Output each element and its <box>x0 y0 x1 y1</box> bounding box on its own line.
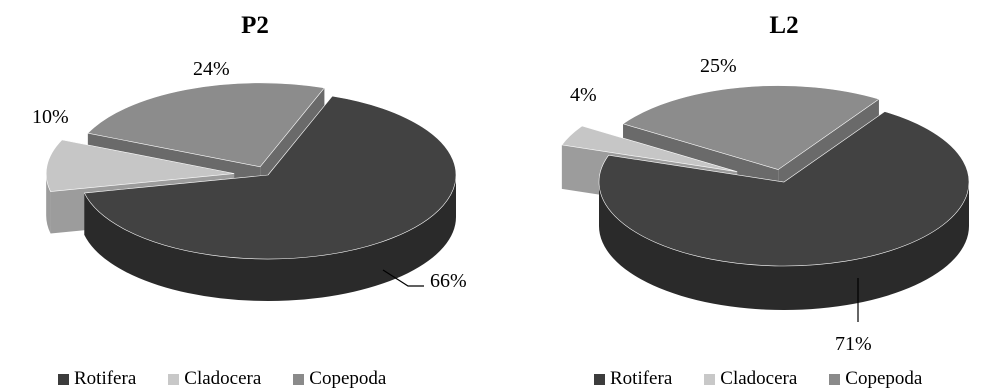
slice-cladocera <box>45 139 235 192</box>
slice-copepoda <box>622 85 880 170</box>
legend-label-cladocera: Cladocera <box>720 368 798 389</box>
data-label-copepoda: 24% <box>193 58 230 80</box>
legend-item-rotifera: Rotifera <box>58 368 136 390</box>
legend-swatch-copepoda <box>829 373 841 385</box>
data-label-cladocera: 4% <box>570 84 597 106</box>
legend-swatch-cladocera <box>704 373 716 385</box>
slice-cladocera <box>561 125 738 173</box>
pie-chart-l2: 71% 4% 25% <box>561 55 970 355</box>
legend-swatch-cladocera <box>168 373 180 385</box>
data-label-rotifera: 66% <box>430 270 467 292</box>
legend-label-copepoda: Copepoda <box>309 368 387 389</box>
slice-side-rotifera <box>84 175 456 301</box>
legend-label-rotifera: Rotifera <box>610 368 673 389</box>
slice-side-rotifera <box>599 182 969 310</box>
data-label-copepoda: 25% <box>700 55 737 77</box>
slice-rotifera <box>598 111 970 267</box>
chart-title-l2: L2 <box>769 12 799 39</box>
data-label-cladocera: 10% <box>32 106 69 128</box>
legend-swatch-copepoda <box>293 373 305 385</box>
data-label-rotifera: 71% <box>835 333 872 355</box>
legend-item-copepoda: Copepoda <box>293 368 386 390</box>
chart-l2: L2 71% 4% 25% Rotifera Cladocera Copepoda <box>522 0 1002 391</box>
chart-p2: P2 66% 10% 24% Rotifera Cladocera Copepoda <box>0 0 480 391</box>
slice-side-cladocera <box>46 173 51 234</box>
pie-chart-p2: 66% 10% 24% <box>32 58 467 301</box>
slice-rotifera <box>83 95 457 260</box>
legend-item-copepoda: Copepoda <box>829 368 922 390</box>
legend-swatch-rotifera <box>58 373 69 385</box>
legend-item-rotifera: Rotifera <box>594 368 672 390</box>
legend-p2: Rotifera Cladocera Copepoda <box>58 367 386 391</box>
chart-title-p2: P2 <box>241 12 269 39</box>
legend-item-cladocera: Cladocera <box>704 368 797 390</box>
legend-l2: Rotifera Cladocera Copepoda <box>594 367 922 391</box>
legend-label-rotifera: Rotifera <box>74 368 137 389</box>
legend-swatch-rotifera <box>594 373 605 385</box>
slice-copepoda <box>87 82 325 168</box>
leader-line-rotifera <box>382 269 424 287</box>
legend-label-cladocera: Cladocera <box>184 368 262 389</box>
legend-item-cladocera: Cladocera <box>168 368 261 390</box>
legend-label-copepoda: Copepoda <box>845 368 923 389</box>
